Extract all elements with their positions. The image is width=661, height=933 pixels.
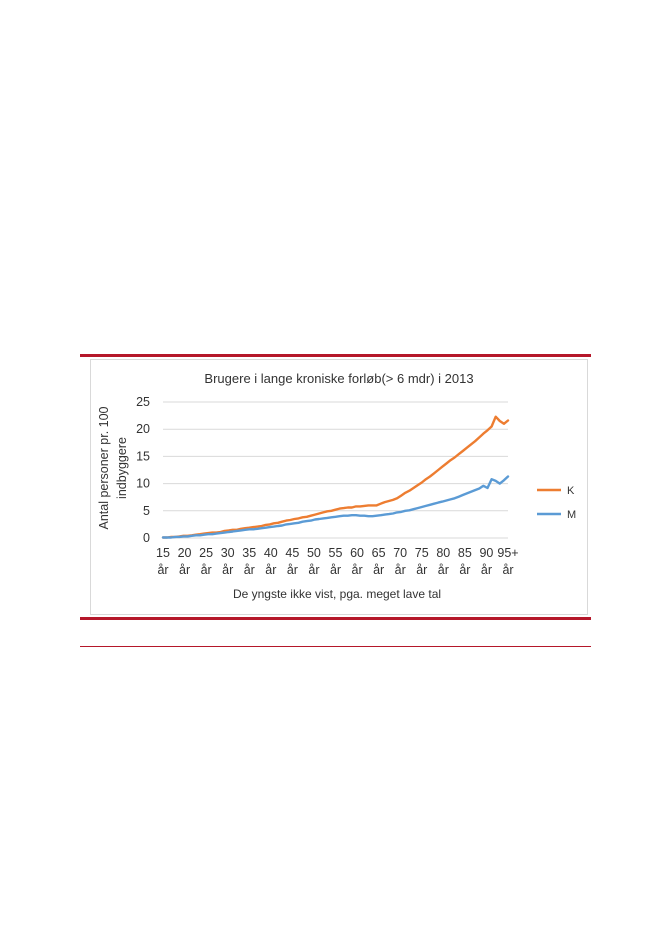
x-tick-label: 40 <box>264 546 278 560</box>
x-tick-unit: år <box>244 563 255 577</box>
x-tick-unit: år <box>330 563 341 577</box>
x-tick-label: 60 <box>350 546 364 560</box>
y-tick-label: 15 <box>136 449 150 463</box>
thin-rule <box>80 646 591 647</box>
series-line-K <box>161 415 510 539</box>
x-tick-label: 65 <box>372 546 386 560</box>
series-line-M <box>161 475 510 539</box>
line-chart: Brugere i lange kroniske forløb(> 6 mdr)… <box>97 371 576 601</box>
x-tick-label: 85 <box>458 546 472 560</box>
x-tick-unit: år <box>459 563 470 577</box>
x-tick-label: 70 <box>393 546 407 560</box>
x-tick-unit: år <box>416 563 427 577</box>
grid <box>163 401 508 539</box>
x-tick-label: 30 <box>221 546 235 560</box>
x-tick-label: 90 <box>479 546 493 560</box>
y-tick-label: 5 <box>143 504 150 518</box>
x-tick-unit: år <box>308 563 319 577</box>
x-tick-label: 55 <box>329 546 343 560</box>
x-tick-unit: år <box>352 563 363 577</box>
x-tick-label: 95+ <box>497 546 518 560</box>
x-tick-unit: år <box>179 563 190 577</box>
x-tick-unit: år <box>222 563 233 577</box>
x-tick-label: 20 <box>178 546 192 560</box>
x-tick-unit: år <box>373 563 384 577</box>
x-tick-unit: år <box>201 563 212 577</box>
x-tick-label: 15 <box>156 546 170 560</box>
y-tick-label: 20 <box>136 422 150 436</box>
top-rule <box>80 354 591 357</box>
y-tick-label: 0 <box>143 531 150 545</box>
chart-title: Brugere i lange kroniske forløb(> 6 mdr)… <box>204 371 473 386</box>
x-tick-label: 45 <box>285 546 299 560</box>
x-tick-label: 80 <box>436 546 450 560</box>
x-tick-unit: år <box>157 563 168 577</box>
x-tick-unit: år <box>265 563 276 577</box>
y-axis-ticks: 0 5 10 15 20 25 <box>136 395 150 545</box>
y-axis-label-line2: indbyggere <box>115 437 129 499</box>
x-axis-ticks: 15 år 20 år 25 år 30 år 35 år 40 år 45 år 50 år 55 år 60 år… <box>156 546 519 577</box>
x-tick-unit: år <box>395 563 406 577</box>
series-lines <box>161 415 510 539</box>
legend: KM <box>537 485 576 521</box>
x-tick-label: 35 <box>242 546 256 560</box>
legend-label-K: K <box>567 485 575 497</box>
x-tick-unit: år <box>502 563 513 577</box>
x-axis-label: De yngste ikke vist, pga. meget lave tal <box>233 587 441 601</box>
bottom-rule <box>80 617 591 620</box>
x-tick-label: 25 <box>199 546 213 560</box>
y-axis-label-line1: Antal personer pr. 100 <box>97 406 111 529</box>
x-tick-unit: år <box>481 563 492 577</box>
x-tick-unit: år <box>438 563 449 577</box>
x-tick-unit: år <box>287 563 298 577</box>
x-tick-label: 75 <box>415 546 429 560</box>
x-tick-label: 50 <box>307 546 321 560</box>
y-tick-label: 25 <box>136 395 150 409</box>
legend-label-M: M <box>567 509 576 521</box>
y-tick-label: 10 <box>136 477 150 491</box>
